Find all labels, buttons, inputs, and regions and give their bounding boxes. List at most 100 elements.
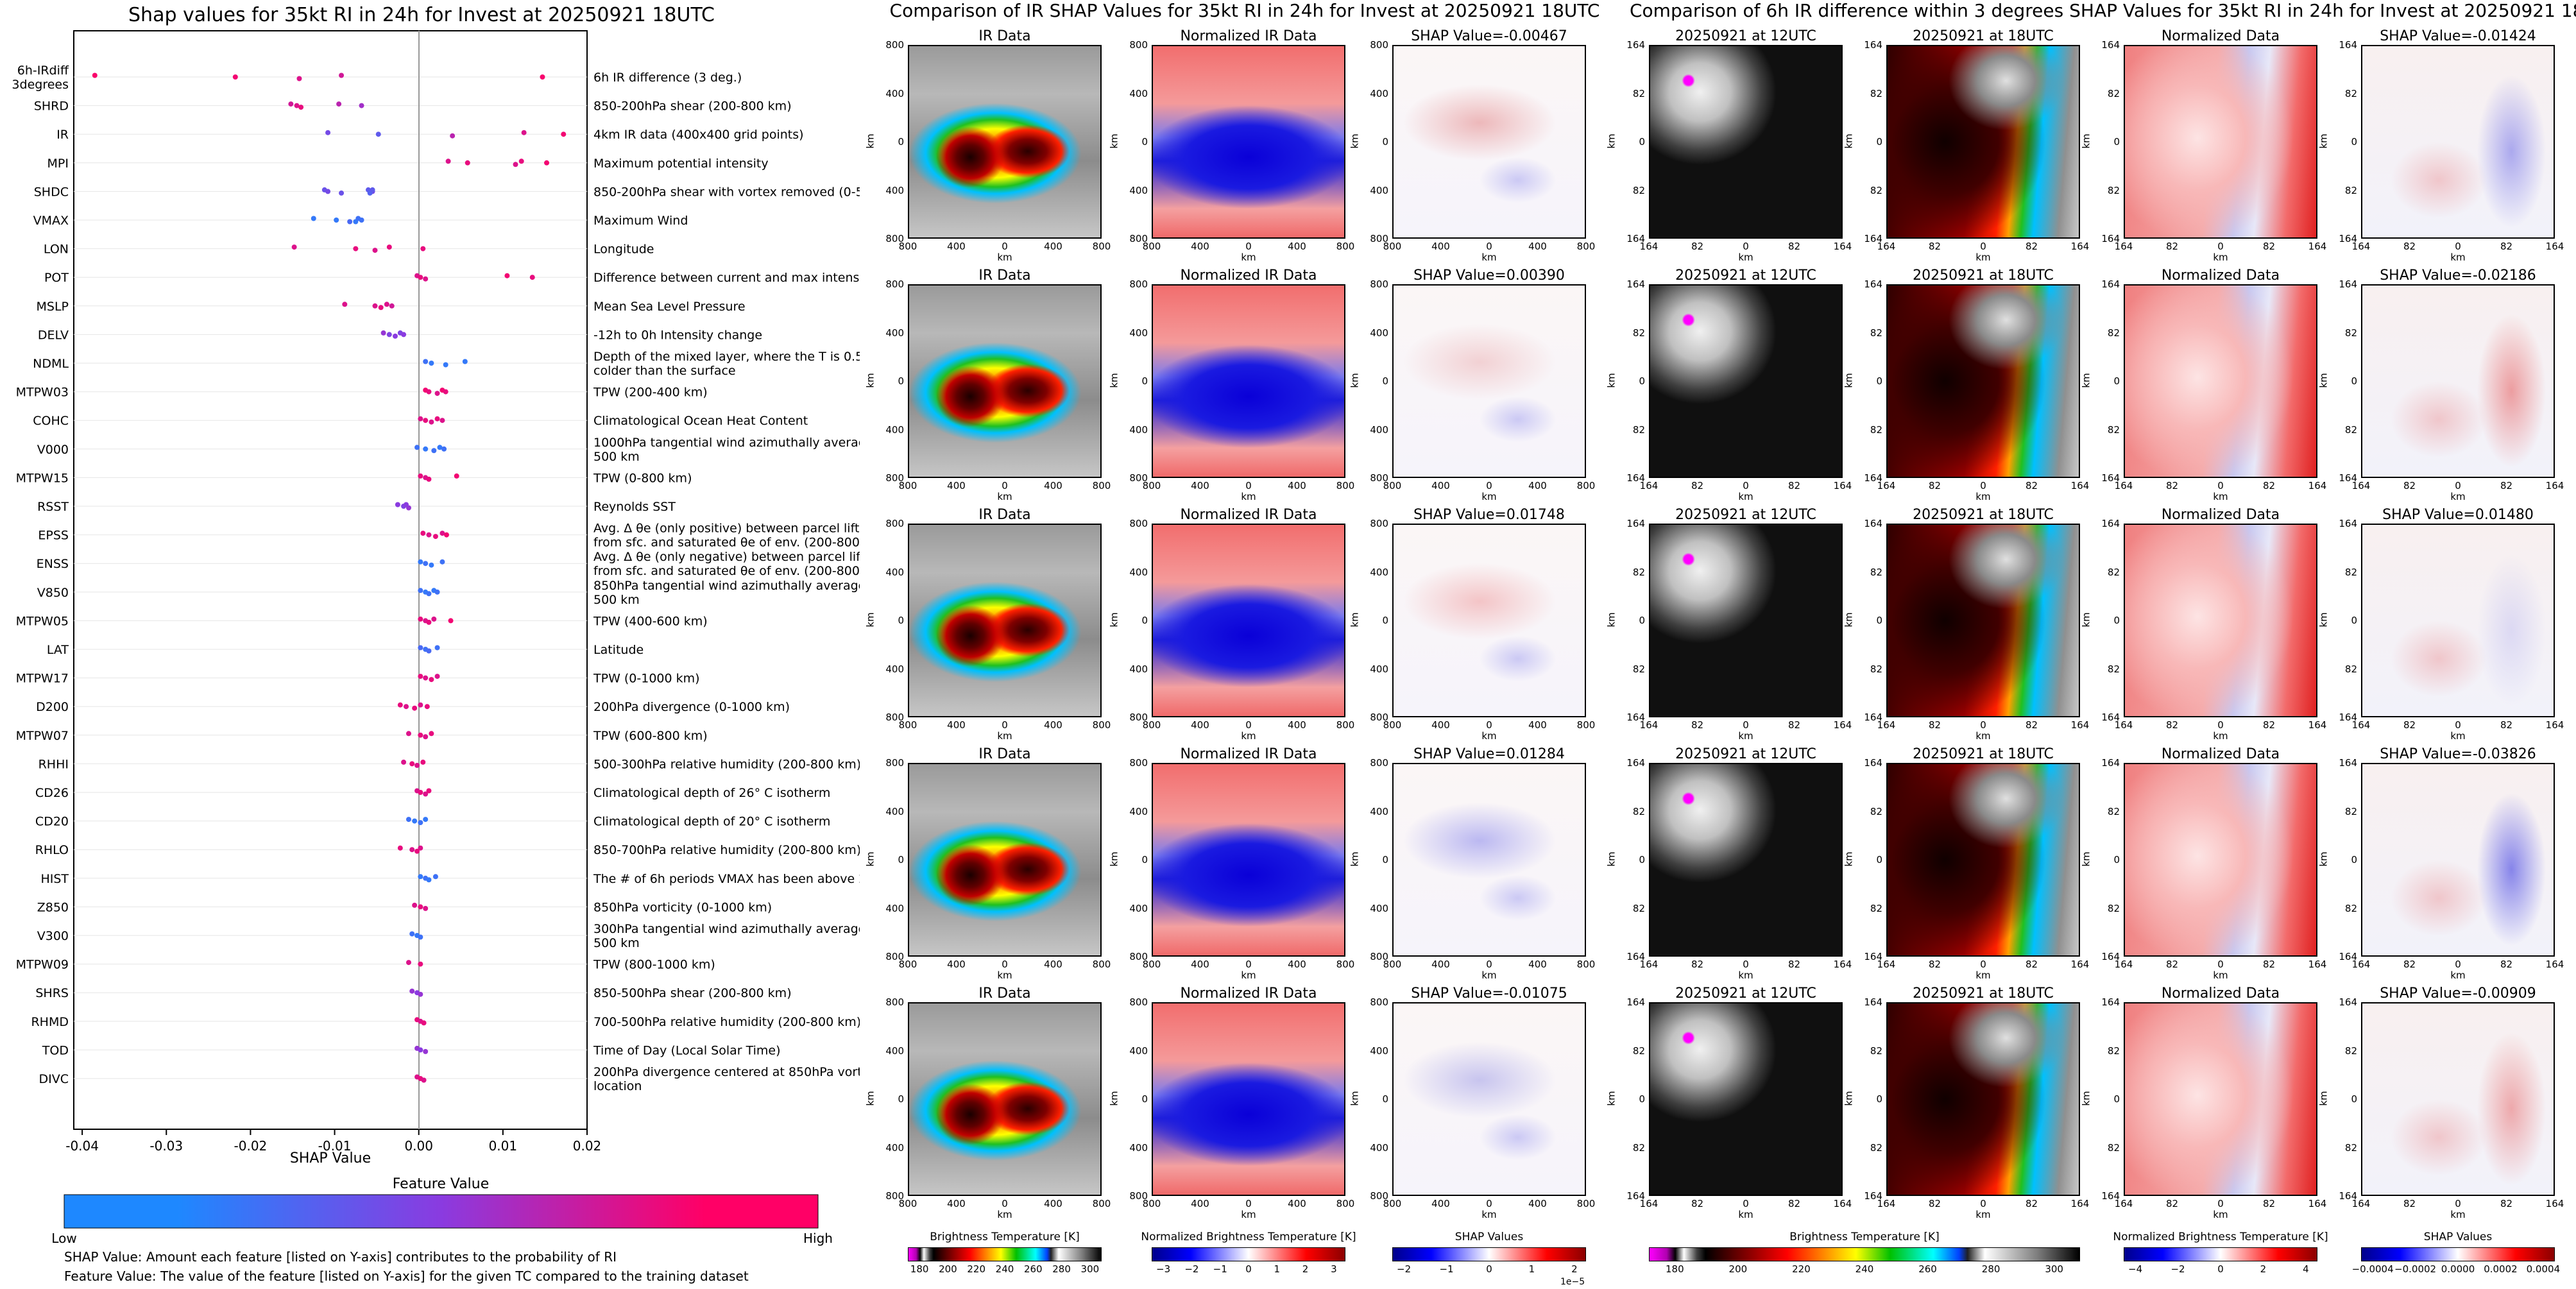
y-tick-label: 82 xyxy=(2107,1141,2120,1154)
y-tick-label: 82 xyxy=(1632,566,1645,578)
x-tick-label: 800 xyxy=(1092,959,1111,970)
shap-point xyxy=(426,389,432,395)
shap-point xyxy=(420,246,426,252)
x-axis-label: km xyxy=(997,969,1012,981)
x-axis-label: km xyxy=(1241,491,1256,502)
feature-name: Z850 xyxy=(37,900,69,914)
feature-description: Climatological Ocean Heat Content xyxy=(593,414,808,428)
x-axis-label: km xyxy=(1241,252,1256,263)
feature-name: CD20 xyxy=(35,815,69,829)
y-axis-label: km xyxy=(864,1091,876,1106)
x-tick-label: 800 xyxy=(1092,241,1111,252)
x-tick-label: 164 xyxy=(2308,1198,2327,1209)
x-tick-label: 164 xyxy=(1639,959,1659,970)
shap-point xyxy=(445,158,451,164)
panel-title: 20250921 at 18UTC xyxy=(1913,507,2054,523)
y-tick-label: 0 xyxy=(2351,854,2357,866)
colorbar xyxy=(1649,1247,2080,1261)
y-tick-label: 164 xyxy=(2339,518,2357,529)
y-tick-label: 800 xyxy=(1129,712,1148,723)
y-tick-label: 0 xyxy=(1382,136,1388,148)
feature-description: Longitude xyxy=(593,243,654,257)
y-tick-label: 800 xyxy=(885,233,904,244)
y-axis-label: km xyxy=(1108,133,1120,149)
x-tick-label: 800 xyxy=(1336,959,1355,970)
ir-18utc-panel xyxy=(1886,763,2080,957)
x-tick-label: 0 xyxy=(1486,959,1492,970)
feature-name: HIST xyxy=(40,872,69,886)
x-tick-label: 82 xyxy=(2025,959,2038,970)
shap-point xyxy=(561,132,567,137)
y-tick-label: 800 xyxy=(1129,472,1148,484)
ir-shap-panel xyxy=(1392,524,1586,717)
y-tick-label: 164 xyxy=(1626,712,1645,723)
feature-name: RHHI xyxy=(38,757,69,771)
y-tick-label: 82 xyxy=(2107,805,2120,817)
ir-section-title: Comparison of IR SHAP Values for 35kt RI… xyxy=(889,0,1600,21)
panel-title: SHAP Value=0.01480 xyxy=(2382,507,2534,523)
shap-point xyxy=(437,445,443,450)
x-axis-label: km xyxy=(2450,491,2466,502)
y-tick-label: 82 xyxy=(2344,1141,2357,1154)
normalized-diff-panel xyxy=(2124,524,2317,717)
feature-name: LAT xyxy=(47,643,69,657)
y-tick-label: 164 xyxy=(2339,757,2357,769)
y-tick-label: 0 xyxy=(2113,1093,2120,1105)
y-axis-label: km xyxy=(1349,373,1361,388)
y-axis-label: km xyxy=(2317,612,2330,627)
panel-title: SHAP Value=-0.01424 xyxy=(2380,28,2536,44)
y-tick-label: 400 xyxy=(1370,327,1388,339)
y-tick-label: 400 xyxy=(1370,805,1388,817)
y-tick-label: 82 xyxy=(2344,184,2357,196)
x-tick-label: 400 xyxy=(1288,241,1306,252)
x-tick-label: 82 xyxy=(2403,480,2416,491)
x-tick-label: 800 xyxy=(1092,719,1111,731)
y-tick-label: 82 xyxy=(1632,663,1645,675)
y-tick-label: 800 xyxy=(885,518,904,529)
y-tick-label: 164 xyxy=(2339,951,2357,962)
x-tick-label: 82 xyxy=(1928,719,1941,731)
y-tick-label: 0 xyxy=(1141,375,1148,387)
y-tick-label: 82 xyxy=(2107,902,2120,914)
feature-name: MTPW15 xyxy=(16,471,69,485)
x-tick-label: 800 xyxy=(898,480,917,491)
feature-name: SHRD xyxy=(34,99,69,114)
y-tick-label: 400 xyxy=(885,1045,904,1057)
x-tick-label: 82 xyxy=(2500,719,2513,731)
x-ticks: -0.04 -0.03 -0.02 -0.01 0.00 0.01 0.02 xyxy=(65,1129,601,1154)
y-tick-label: 800 xyxy=(1129,278,1148,290)
plot-frame xyxy=(73,30,588,1130)
x-tick-label: 164 xyxy=(2070,959,2090,970)
x-tick-label: 400 xyxy=(1431,719,1450,731)
colorbar-tick-label: 300 xyxy=(1080,1263,1100,1275)
shap-point xyxy=(386,332,392,337)
ir-18utc-panel xyxy=(1886,524,2080,717)
normalized-diff-panel xyxy=(2124,284,2317,478)
shap-point xyxy=(423,905,429,911)
ir-18utc-panel xyxy=(1886,1002,2080,1196)
x-tick-label: 400 xyxy=(1044,241,1062,252)
y-tick-label: 164 xyxy=(1864,1190,1882,1202)
shap-point xyxy=(421,1020,427,1026)
y-tick-label: 400 xyxy=(1129,423,1148,436)
x-tick-label: 0 xyxy=(1486,1198,1492,1209)
ir-12utc-panel xyxy=(1649,45,1843,239)
colorbar-tick-label: 0 xyxy=(2217,1263,2224,1275)
x-tick-label: 400 xyxy=(1044,480,1062,491)
panel-title: IR Data xyxy=(978,986,1031,1002)
shap-point xyxy=(529,275,535,280)
panel-title: Normalized Data xyxy=(2161,986,2280,1002)
x-tick-label: 800 xyxy=(898,959,917,970)
y-axis-label: km xyxy=(2317,851,2330,867)
y-tick-label: 164 xyxy=(1626,996,1645,1008)
irdiff-section-title: Comparison of 6h IR difference within 3 … xyxy=(1630,0,2576,21)
colorbar-tick-label: 260 xyxy=(1918,1263,1937,1275)
y-tick-label: 800 xyxy=(1370,278,1388,290)
y-tick-label: 164 xyxy=(2339,278,2357,290)
shap-point xyxy=(423,817,429,823)
shap-point xyxy=(439,418,445,423)
diff-shap-panel xyxy=(2361,1002,2555,1196)
x-tick-label: 400 xyxy=(1288,480,1306,491)
normalized-ir-panel xyxy=(1152,763,1345,957)
shap-point xyxy=(426,532,432,538)
